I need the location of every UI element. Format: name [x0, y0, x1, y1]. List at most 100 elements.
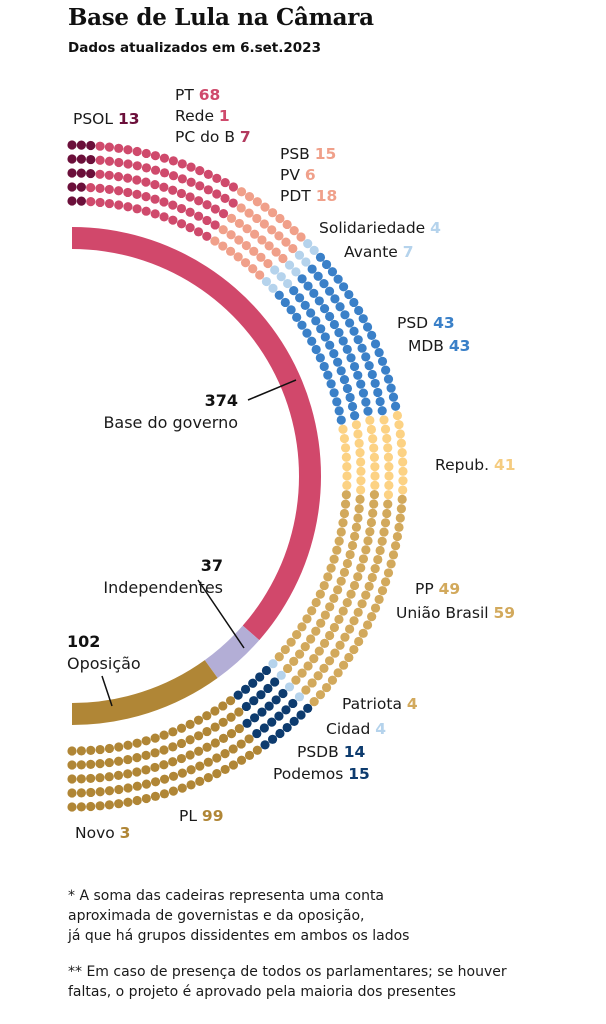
- seat-dot: [373, 554, 383, 565]
- seat-dot: [226, 213, 237, 223]
- seat-dot: [323, 572, 333, 582]
- seat-dot: [381, 577, 391, 587]
- seat-dot: [257, 235, 267, 245]
- seat-dot: [283, 663, 293, 674]
- seat-dot: [210, 204, 220, 214]
- seat-dot: [104, 198, 115, 209]
- seat-dot: [282, 219, 292, 230]
- seat-dot: [349, 644, 359, 655]
- seat-dot: [159, 745, 169, 755]
- seat-dot: [67, 196, 77, 206]
- seat-dot: [356, 379, 366, 389]
- seat-dot: [370, 339, 381, 349]
- chart-title: Base de Lula na Câmara: [68, 4, 374, 31]
- seat-dot: [212, 173, 222, 183]
- seat-dot: [315, 353, 325, 363]
- seat-dot: [375, 545, 385, 556]
- seat-dot: [104, 772, 114, 782]
- seat-dot: [398, 485, 408, 495]
- seat-dot: [220, 177, 230, 188]
- seat-dot: [104, 800, 114, 810]
- seat-dot: [356, 457, 366, 467]
- seat-dot: [301, 257, 311, 267]
- seat-dot: [313, 671, 323, 681]
- seat-dot: [383, 374, 394, 384]
- seat-dot: [332, 545, 342, 555]
- seat-dot: [347, 540, 358, 551]
- seat-dot: [336, 366, 346, 376]
- seat-dot: [309, 697, 319, 707]
- seat-dot: [338, 660, 349, 670]
- seat-dot: [364, 361, 374, 371]
- seat-dot: [316, 618, 326, 628]
- seat-dot: [202, 231, 212, 241]
- seat-dot: [369, 443, 379, 453]
- seat-dot: [123, 145, 133, 155]
- party-label-pl: PL 99: [179, 807, 224, 825]
- seat-dot: [168, 771, 179, 781]
- seat-dot: [270, 677, 280, 687]
- party-label-pv: PV 6: [280, 166, 316, 184]
- seat-dot: [396, 438, 406, 448]
- seat-dot: [86, 140, 96, 151]
- seat-dot: [297, 274, 307, 284]
- seat-dot: [259, 723, 269, 733]
- party-label-uni-o-brasil: União Brasil 59: [396, 604, 515, 622]
- seat-dot: [303, 239, 313, 249]
- seat-dot: [210, 236, 220, 246]
- party-seat-count: 14: [344, 743, 366, 761]
- seat-dot: [302, 328, 312, 338]
- party-label-novo: Novo 3: [75, 824, 130, 842]
- seat-dot: [132, 161, 142, 171]
- seat-dot: [320, 332, 330, 342]
- seat-dot: [76, 746, 86, 756]
- seat-dot: [95, 801, 105, 811]
- seat-dot: [263, 258, 273, 269]
- seat-dot: [141, 177, 151, 187]
- seat-dot: [281, 237, 291, 247]
- seat-dot: [370, 480, 380, 490]
- seat-dot: [267, 225, 277, 235]
- seat-dot: [315, 252, 326, 262]
- seat-dot: [141, 765, 151, 775]
- seat-dot: [334, 536, 344, 546]
- seat-dot: [234, 723, 244, 734]
- seat-dot: [159, 182, 169, 192]
- party-name: PL: [179, 807, 202, 825]
- seat-dot: [114, 186, 124, 196]
- party-name: PSOL: [73, 110, 118, 128]
- seat-dot: [303, 281, 313, 291]
- seat-dot: [150, 791, 160, 801]
- seat-dot: [351, 420, 362, 430]
- party-name: União Brasil: [396, 604, 494, 622]
- seat-dot: [177, 783, 187, 793]
- seat-dot: [95, 744, 105, 755]
- party-label-repub: Repub. 41: [435, 456, 516, 474]
- seat-dot: [159, 760, 169, 770]
- seat-dot: [95, 141, 105, 151]
- seat-dot: [319, 279, 329, 289]
- seat-dot: [234, 218, 244, 229]
- party-label-mdb: MDB 43: [408, 337, 470, 355]
- seat-dot: [168, 215, 178, 225]
- seat-dot: [336, 527, 346, 537]
- seat-dot: [306, 634, 316, 644]
- party-label-psol: PSOL 13: [73, 110, 140, 128]
- seat-dot: [150, 733, 160, 743]
- seat-dot: [76, 168, 86, 178]
- seat-dot: [275, 213, 285, 224]
- seat-dot: [395, 513, 405, 523]
- party-seat-count: 41: [494, 456, 516, 474]
- seat-dot: [336, 415, 346, 425]
- seat-dot: [202, 200, 212, 210]
- seat-dot: [141, 163, 152, 173]
- seat-dot: [303, 703, 313, 713]
- party-seat-count: 49: [439, 580, 461, 598]
- seat-dot: [384, 471, 394, 481]
- seat-dot: [212, 753, 222, 763]
- seat-dot: [394, 420, 404, 430]
- seat-dot: [338, 336, 348, 346]
- seat-dot: [185, 223, 195, 233]
- seat-dot: [274, 711, 284, 721]
- seat-dot: [382, 433, 392, 444]
